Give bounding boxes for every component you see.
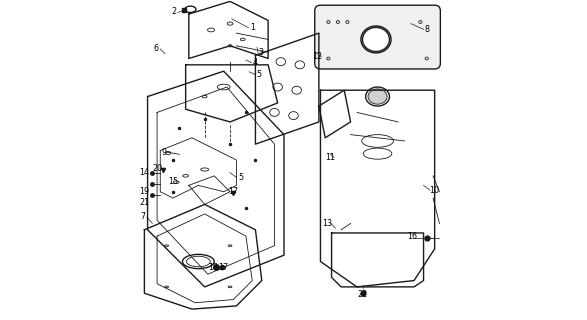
Text: 8: 8 [425,25,430,34]
Text: 12: 12 [312,52,322,61]
FancyBboxPatch shape [315,5,440,69]
Text: 5: 5 [256,70,261,79]
Text: 3: 3 [259,48,264,57]
Text: 17: 17 [228,187,238,196]
Text: 16: 16 [407,232,417,241]
Text: 18: 18 [208,263,218,272]
Text: 13: 13 [322,219,332,228]
Text: 17: 17 [218,263,228,272]
Text: 10: 10 [429,186,438,195]
Text: 5: 5 [238,173,243,182]
Text: 1: 1 [249,23,255,32]
Text: 22: 22 [357,290,368,299]
Ellipse shape [368,89,387,104]
Text: 15: 15 [168,177,178,186]
Text: 14: 14 [139,168,150,177]
Text: 20: 20 [152,164,162,173]
Text: 11: 11 [325,153,335,162]
Text: 4: 4 [252,58,257,67]
Text: 2: 2 [171,7,176,16]
Text: 21: 21 [139,198,150,207]
Ellipse shape [361,26,391,53]
Ellipse shape [363,28,389,52]
Text: 19: 19 [139,187,150,196]
Text: 6: 6 [154,44,159,53]
Text: 9: 9 [162,148,167,157]
Text: 7: 7 [140,212,146,221]
